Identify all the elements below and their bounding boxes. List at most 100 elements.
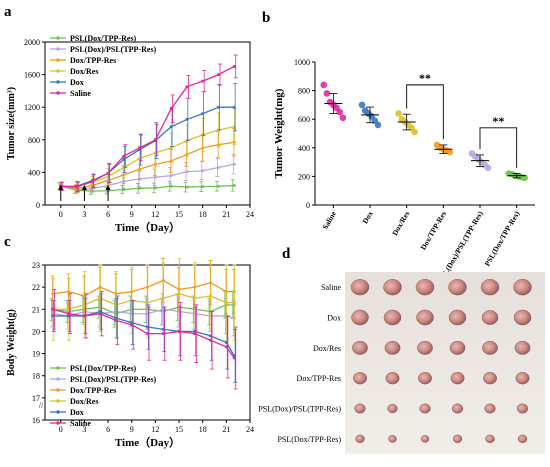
data-point [130,323,134,327]
panel-label-b: b [262,10,270,26]
significance-label: ** [419,71,431,85]
tumor-sample [450,372,465,385]
tumor-sample [416,309,434,326]
x-tick-label: 15 [175,425,183,434]
data-point [232,356,236,360]
data-point [161,327,165,331]
x-tick-label: 12 [151,210,159,219]
data-point [193,296,197,300]
chart-c-body-weight: 0 3 6 9 12 15 18 21 24 16 17 18 19 20 21 22 23 Time（Day） B… [6,257,254,449]
data-point [395,110,402,117]
tumor-sample [482,340,498,355]
tumor-sample [449,340,466,355]
series-dox_res [59,108,237,193]
data-point [193,329,197,333]
x-tick-label: 3 [82,210,86,219]
data-point [193,332,197,336]
data-point [323,90,331,97]
data-point [446,148,454,156]
y-tick-label: 1000 [294,58,310,67]
plot-frame [44,41,251,206]
dose-arrow-head [81,185,87,190]
tumor-sample [484,403,496,414]
tumor-sample [448,309,467,326]
series-psl_dox_tpp [57,179,236,195]
data-point [185,170,189,174]
panel-label-a: a [4,4,12,20]
data-point [185,117,189,121]
series-saline [51,288,238,390]
photo-background [345,272,545,454]
photo-row-label: Dox [327,314,341,323]
data-point [161,296,165,300]
data-point [177,292,181,296]
data-point [216,184,220,188]
legend-marker [56,388,60,392]
data-point [320,81,328,89]
tumor-sample [516,403,529,414]
data-point [201,185,205,189]
data-point [185,185,189,189]
data-point [98,312,102,316]
tumor-sample [388,435,397,443]
tumor-sample [481,310,499,325]
data-point [130,321,134,325]
y-tick-label: 23 [32,261,40,270]
tumor-sample [387,403,398,414]
data-point [201,112,205,116]
data-point [232,162,236,166]
y-tick-label: 400 [298,144,310,153]
data-point [106,171,110,175]
data-point [90,179,94,183]
tumor-sample [353,372,367,385]
y-tick-label: 20 [32,327,40,336]
data-point [82,314,86,318]
tumor-sample [480,279,500,296]
series-dox [59,83,238,192]
photo-row-label: PSL(Dox)/PSL(TPP-Res) [258,405,341,414]
legend-label: PSL(Dox)/PSL(TPP-Res) [70,375,157,384]
x-tick-label: 0 [59,425,63,434]
y-tick-label: 19 [32,350,40,359]
data-point [98,310,102,313]
data-point [232,105,236,109]
x-tick-label: 21 [222,425,230,434]
significance-bracket [406,84,444,140]
data-point [122,154,126,158]
data-point [216,166,220,170]
x-tick-label: 15 [175,210,183,219]
dose-arrow-head [58,185,64,190]
legend-marker [56,36,60,40]
data-point [122,157,126,161]
tumor-sample [383,309,402,326]
data-point [153,138,157,142]
x-tick-label: 21 [222,210,230,219]
significance-label: ** [492,114,504,128]
data-point [169,184,173,188]
data-point [138,146,142,150]
tumor-sample [354,403,366,414]
series-line [60,141,235,190]
x-axis-label: Time（Day） [115,436,180,449]
data-point [209,334,213,338]
legend-label: Saline [70,419,91,428]
data-point [67,312,71,316]
series-psl_dox_psl_tpp [57,154,236,194]
tumor-sample [485,434,495,443]
legend-label: PSL(Dox/TPP-Res) [70,34,137,43]
legend-marker [56,366,60,370]
x-tick-label: 6 [106,210,110,219]
data-point [161,332,165,336]
data-point [201,169,205,173]
series-line [52,310,235,357]
series-line [60,106,235,187]
data-point [339,114,347,122]
series-line [60,184,235,192]
series-line [60,65,235,188]
data-point [358,101,366,109]
legend-label: Dox [70,408,84,417]
data-point [232,183,236,187]
legend-marker [56,410,60,414]
data-point [146,301,149,305]
data-point [177,329,181,333]
